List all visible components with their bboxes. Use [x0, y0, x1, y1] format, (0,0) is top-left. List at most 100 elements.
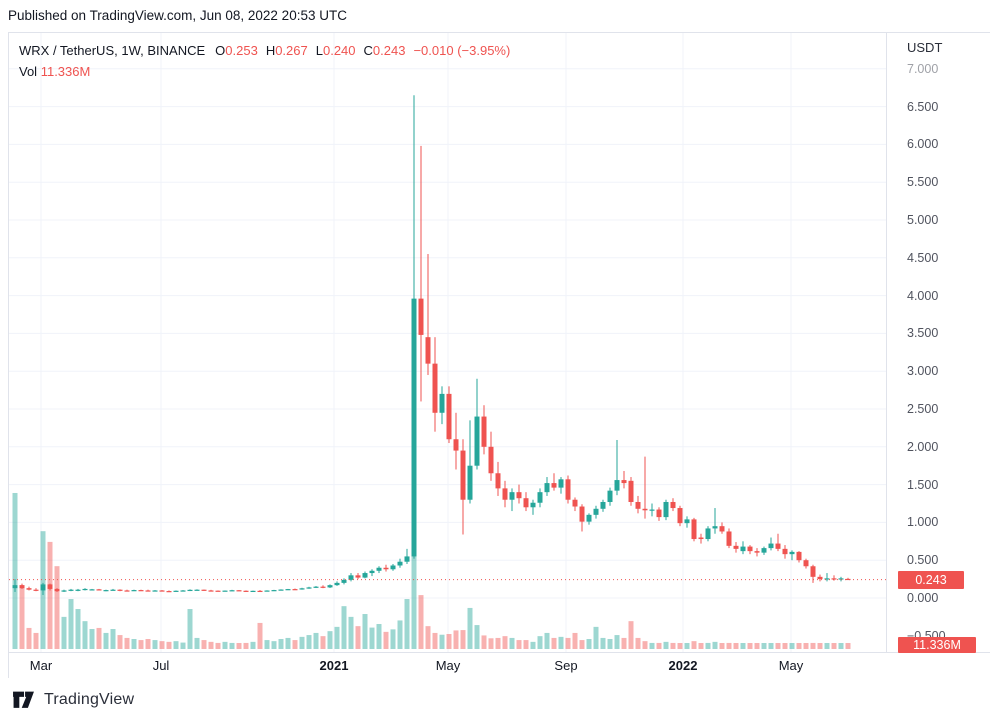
time-axis[interactable]: Mar Jul 2021 May Sep 2022 May — [9, 652, 990, 678]
volume-bar — [810, 642, 816, 649]
price-axis-currency: USDT — [907, 40, 943, 55]
candle-up — [278, 589, 284, 591]
volume-label: Vol — [19, 64, 38, 79]
volume-bar — [250, 641, 256, 649]
volume-value: 11.336M — [40, 64, 91, 79]
candle-down — [145, 590, 151, 592]
volume-bar — [320, 636, 326, 649]
candle-down — [523, 498, 529, 508]
candle-wick — [553, 473, 555, 491]
volume-bar — [572, 632, 578, 649]
candle-up — [740, 546, 746, 552]
candle-up — [824, 578, 830, 580]
volume-bar — [19, 585, 25, 649]
candle-up — [334, 582, 340, 586]
volume-bar — [586, 639, 592, 649]
time-axis-label: Mar — [29, 658, 53, 673]
candle-down — [166, 591, 172, 593]
price-axis-tick: 6.000 — [907, 137, 939, 152]
volume-bar — [656, 642, 662, 649]
volume-bar — [488, 638, 494, 649]
brand-name: TradingView — [44, 690, 135, 708]
candle-up — [768, 543, 774, 549]
volume-bar — [705, 642, 711, 649]
candle-up — [789, 551, 795, 555]
volume-bar — [117, 635, 123, 649]
candle-down — [810, 566, 816, 577]
legend-ohlc-item: C0.243 — [363, 43, 406, 58]
volume-bar — [306, 635, 312, 649]
volume-bar — [621, 637, 627, 649]
candle-up — [82, 588, 88, 591]
volume-bar — [257, 622, 263, 649]
price-axis[interactable]: USDT 0.243 11.336M 7.000 6.500 6.000 5.500 5… — [886, 33, 990, 653]
candle-up — [544, 483, 550, 493]
volume-bar — [614, 635, 620, 649]
legend-ohlc-item: H0.267 — [265, 43, 308, 58]
candle-down — [383, 567, 389, 570]
volume-bar — [677, 643, 683, 649]
candle-down — [831, 578, 837, 580]
legend-ohlc-item: O0.253 — [215, 43, 258, 58]
volume-bar — [663, 641, 669, 649]
price-axis-tick: 3.000 — [907, 364, 939, 379]
volume-bar — [390, 629, 396, 649]
candle-wick — [112, 588, 114, 591]
published-bar: Published on TradingView.com, Jun 08, 20… — [8, 8, 347, 23]
volume-bar — [243, 642, 249, 649]
candle-up — [61, 590, 67, 592]
volume-bar — [481, 635, 487, 649]
price-axis-tick: 0.000 — [907, 591, 939, 605]
candle-down — [453, 439, 459, 451]
volume-bar — [61, 616, 67, 649]
plot-area[interactable] — [9, 33, 886, 652]
volume-bar — [509, 637, 515, 649]
candle-down — [495, 473, 501, 489]
volume-bar — [768, 643, 774, 649]
volume-bar — [131, 639, 137, 649]
volume-bar — [355, 626, 361, 649]
candle-down — [698, 537, 704, 540]
volume-bar — [803, 643, 809, 649]
candle-up — [600, 501, 606, 509]
candle-down — [670, 501, 676, 509]
volume-bar — [796, 643, 802, 649]
candle-down — [243, 590, 249, 592]
candle-wick — [847, 577, 849, 580]
volume-bar — [33, 632, 39, 649]
candle-down — [635, 501, 641, 509]
volume-bar — [474, 625, 480, 649]
volume-bar — [138, 640, 144, 649]
candle-up — [187, 589, 193, 592]
volume-bar — [691, 641, 697, 649]
time-axis-label: May — [435, 658, 461, 673]
time-axis-label: Sep — [554, 658, 578, 673]
candle-wick — [644, 456, 646, 519]
candle-wick — [420, 145, 422, 402]
volume-bar — [341, 606, 347, 649]
candle-up — [299, 588, 305, 590]
volume-bar — [292, 640, 298, 649]
price-axis-tick: 1.500 — [907, 477, 939, 492]
volume-bar — [726, 642, 732, 649]
volume-bar — [376, 624, 382, 649]
legend: WRX / TetherUS, 1W, BINANCE O0.253 H0.267 L… — [19, 43, 518, 85]
chart-container[interactable]: WRX / TetherUS, 1W, BINANCE O0.253 H0.267 L… — [8, 32, 990, 678]
volume-bar — [439, 634, 445, 649]
candle-down — [33, 589, 39, 591]
volume-bar — [789, 643, 795, 649]
tradingview-logo-link[interactable]: TradingView — [12, 688, 134, 711]
volume-bar — [124, 637, 130, 649]
candle-down — [817, 576, 823, 580]
candle-up — [474, 416, 480, 466]
candle-up — [369, 570, 375, 574]
volume-bar — [68, 599, 74, 649]
candle-up — [439, 393, 445, 413]
volume-bar — [579, 640, 585, 649]
legend-ohlc-item: −0.010 (−3.95%) — [413, 43, 511, 58]
volume-bar — [635, 637, 641, 649]
candle-down — [621, 480, 627, 484]
volume-bar — [600, 637, 606, 649]
volume-bar — [558, 636, 564, 649]
